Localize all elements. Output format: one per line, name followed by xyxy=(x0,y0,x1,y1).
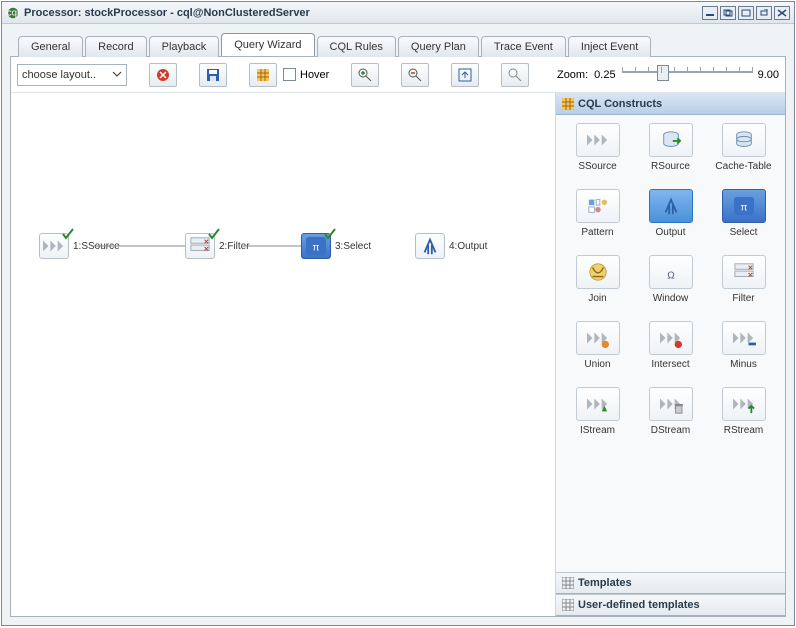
construct-output[interactable]: Output xyxy=(635,187,706,251)
zoom-tool-button[interactable] xyxy=(501,63,529,87)
hover-label: Hover xyxy=(300,69,329,81)
construct-label: Output xyxy=(655,227,685,238)
maximize-button[interactable] xyxy=(738,6,754,20)
construct-label: Union xyxy=(584,359,610,370)
construct-select[interactable]: π Select xyxy=(708,187,779,251)
construct-filter[interactable]: Filter xyxy=(708,253,779,317)
delete-button[interactable] xyxy=(149,63,177,87)
construct-window[interactable]: Ω Window xyxy=(635,253,706,317)
construct-label: Window xyxy=(653,293,689,304)
node-filter[interactable]: 2:Filter xyxy=(185,233,250,259)
construct-ssource[interactable]: SSource xyxy=(562,121,633,185)
node-label: 3:Select xyxy=(335,241,371,252)
window-title: Processor: stockProcessor - cql@NonClust… xyxy=(24,7,310,19)
grid-button[interactable] xyxy=(249,63,277,87)
svg-text:cql: cql xyxy=(7,7,19,18)
grid-icon xyxy=(562,577,574,589)
construct-label: RStream xyxy=(724,425,763,436)
layout-select-label: choose layout.. xyxy=(22,69,112,81)
tab-general[interactable]: General xyxy=(18,36,83,57)
zoom-in-button[interactable] xyxy=(351,63,379,87)
construct-pattern[interactable]: Pattern xyxy=(562,187,633,251)
node-select[interactable]: π 3:Select xyxy=(301,233,371,259)
palette-section-templates[interactable]: Templates xyxy=(556,572,785,594)
restore-button[interactable] xyxy=(720,6,736,20)
minimize-button[interactable] xyxy=(702,6,718,20)
palette-body: SSource RSource Cache-Table Pattern Output π S… xyxy=(556,115,785,572)
chevron-down-icon xyxy=(112,71,122,79)
construct-label: Pattern xyxy=(581,227,613,238)
tab-query-wizard[interactable]: Query Wizard xyxy=(221,33,314,56)
close-button[interactable] xyxy=(774,6,790,20)
zoom-max: 9.00 xyxy=(758,69,779,81)
tab-playback[interactable]: Playback xyxy=(149,36,220,57)
tab-trace-event[interactable]: Trace Event xyxy=(481,36,566,57)
detach-button[interactable] xyxy=(756,6,772,20)
construct-label: DStream xyxy=(651,425,690,436)
svg-text:Ω: Ω xyxy=(667,270,675,281)
node-label: 4:Output xyxy=(449,241,487,252)
construct-label: IStream xyxy=(580,425,615,436)
window-root: cql Processor: stockProcessor - cql@NonC… xyxy=(1,1,795,626)
grid-icon xyxy=(562,98,574,110)
construct-minus[interactable]: Minus xyxy=(708,319,779,383)
design-canvas[interactable]: 1:SSource 2:Filter π 3:Select 4:Output xyxy=(11,93,555,616)
tab-cql-rules[interactable]: CQL Rules xyxy=(317,36,396,57)
grid-icon xyxy=(562,599,574,611)
construct-label: Cache-Table xyxy=(715,161,771,172)
construct-join[interactable]: Join xyxy=(562,253,633,317)
zoom-slider[interactable] xyxy=(622,65,752,85)
node-ssource[interactable]: 1:SSource xyxy=(39,233,120,259)
construct-intersect[interactable]: Intersect xyxy=(635,319,706,383)
node-label: 1:SSource xyxy=(73,241,120,252)
palette-header[interactable]: CQL Constructs xyxy=(556,93,785,115)
tab-query-plan[interactable]: Query Plan xyxy=(398,36,479,57)
zoom-label: Zoom: xyxy=(557,69,588,81)
construct-label: Filter xyxy=(732,293,754,304)
fit-button[interactable] xyxy=(451,63,479,87)
construct-label: Minus xyxy=(730,359,757,370)
construct-label: Intersect xyxy=(651,359,689,370)
construct-label: SSource xyxy=(578,161,616,172)
svg-text:π: π xyxy=(313,243,320,254)
node-output[interactable]: 4:Output xyxy=(415,233,487,259)
construct-label: RSource xyxy=(651,161,690,172)
construct-istream[interactable]: IStream xyxy=(562,385,633,449)
tab-bar: GeneralRecordPlaybackQuery WizardCQL Rul… xyxy=(18,30,786,56)
hover-checkbox[interactable]: Hover xyxy=(283,68,329,81)
zoom-out-button[interactable] xyxy=(401,63,429,87)
palette-title: CQL Constructs xyxy=(578,98,662,110)
svg-text:π: π xyxy=(740,203,747,214)
construct-union[interactable]: Union xyxy=(562,319,633,383)
zoom-min: 0.25 xyxy=(594,69,615,81)
construct-label: Join xyxy=(588,293,606,304)
tab-inject-event[interactable]: Inject Event xyxy=(568,36,651,57)
node-label: 2:Filter xyxy=(219,241,250,252)
construct-dstream[interactable]: DStream xyxy=(635,385,706,449)
save-button[interactable] xyxy=(199,63,227,87)
layout-select[interactable]: choose layout.. xyxy=(17,64,127,86)
construct-rsource[interactable]: RSource xyxy=(635,121,706,185)
construct-label: Select xyxy=(730,227,758,238)
construct-rstream[interactable]: RStream xyxy=(708,385,779,449)
palette-section-user-defined-templates[interactable]: User-defined templates xyxy=(556,594,785,616)
tab-record[interactable]: Record xyxy=(85,36,146,57)
app-icon: cql xyxy=(6,6,20,20)
construct-cache-table[interactable]: Cache-Table xyxy=(708,121,779,185)
